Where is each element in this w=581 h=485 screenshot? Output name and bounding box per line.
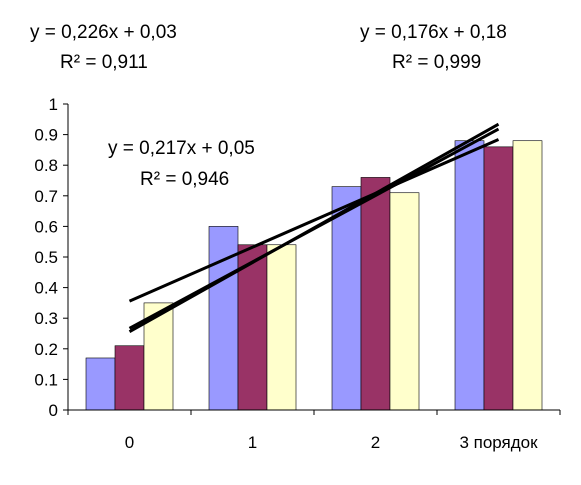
trendline-2-equation: y = 0,217x + 0,05 — [108, 138, 255, 159]
y-tick-label: 0.2 — [34, 340, 58, 359]
bar-series-2-cat-0 — [114, 345, 145, 411]
y-tick-label: 0.6 — [34, 217, 58, 236]
trendline-0-r2: R² = 0,911 — [60, 52, 148, 73]
trendline-0-equation: y = 0,226x + 0,03 — [30, 22, 177, 43]
x-ticks: 0 1 2 3 порядок — [67, 410, 561, 452]
x-tick-label: 0 — [125, 433, 134, 452]
bar-series-3-cat-3 — [512, 140, 543, 411]
y-tick-label: 0.3 — [34, 309, 58, 328]
bar-series-3-cat-1 — [266, 244, 297, 411]
trendline-1-equation: y = 0,176x + 0,18 — [360, 22, 507, 43]
y-tick-label: 0.5 — [34, 248, 58, 267]
trendline-2 — [128, 127, 500, 330]
x-tick-label: 3 порядок — [459, 433, 538, 452]
bar-series-3-cat-2 — [389, 192, 420, 411]
y-tick-label: 1 — [49, 95, 58, 114]
x-tick-label: 1 — [248, 433, 257, 452]
y-tick-label: 0.9 — [34, 126, 58, 145]
bar-series-1-cat-2 — [331, 186, 362, 411]
y-tick-label: 0.7 — [34, 187, 58, 206]
trendlines-layer — [128, 122, 500, 333]
bar-series-2-cat-2 — [360, 177, 391, 411]
bar-series-1-cat-0 — [85, 357, 116, 411]
x-tick-label: 2 — [371, 433, 380, 452]
y-tick-label: 0.8 — [34, 156, 58, 175]
y-ticks: 0 0.1 0.2 0.3 0.4 0.5 0.6 0.7 0.8 0.9 1 — [34, 95, 68, 420]
trendline-2-r2: R² = 0,946 — [140, 169, 229, 190]
bar-series-1-cat-3 — [454, 140, 485, 411]
y-tick-label: 0.1 — [34, 370, 58, 389]
y-tick-label: 0.4 — [34, 279, 58, 298]
trendline-labels: y = 0,226x + 0,03 R² = 0,911 y = 0,176x … — [30, 22, 507, 190]
bars-layer — [85, 140, 543, 411]
trendline-1-r2: R² = 0,999 — [392, 52, 481, 73]
trendline-1 — [128, 138, 500, 303]
y-tick-label: 0 — [49, 401, 58, 420]
bar-series-2-cat-1 — [237, 244, 268, 411]
bar-series-2-cat-3 — [483, 146, 514, 411]
